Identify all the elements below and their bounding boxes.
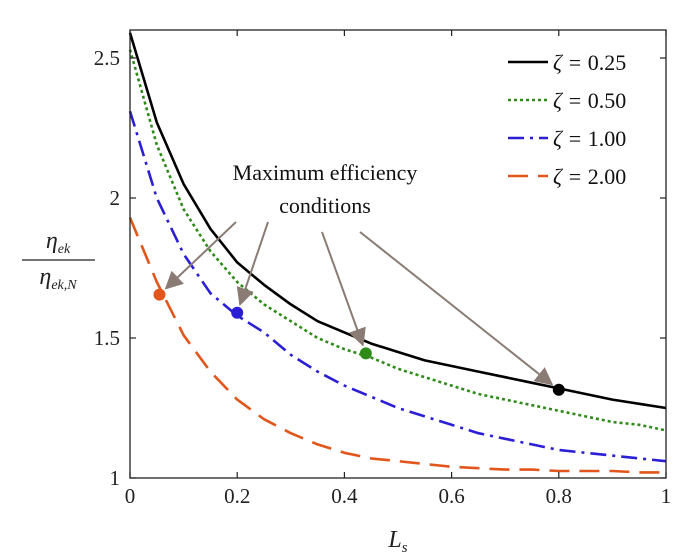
y-tick-label: 2.5 [94, 46, 120, 70]
annotation-arrow-3 [236, 221, 269, 307]
legend-label-value: 2.00 [588, 164, 627, 189]
x-tick-label: 0.8 [546, 484, 572, 508]
x-tick-label: 0.4 [331, 484, 358, 508]
legend-label-1: ζ = 0.25 [553, 50, 626, 75]
legend: ζ = 0.25ζ = 0.50ζ = 1.00ζ = 2.00 [508, 50, 626, 189]
legend-label-value: 1.00 [588, 126, 627, 151]
annotation-arrow-2 [321, 231, 366, 347]
y-tick-label: 1 [110, 466, 121, 490]
plot-lines [128, 32, 667, 474]
legend-label-4: ζ = 2.00 [553, 164, 626, 189]
legend-label-prefix: ζ = [553, 50, 588, 75]
max-efficiency-point-4 [153, 288, 166, 301]
axis-ticks: 0 0.2 0.4 0.6 0.8 1 1 1.5 2 2.5 [94, 30, 672, 508]
legend-label-prefix: ζ = [553, 88, 588, 113]
x-tick-label: 0.2 [224, 484, 250, 508]
annotation: Maximum efficiency conditions [233, 160, 418, 218]
x-tick-label: 0.6 [438, 484, 464, 508]
annotation-arrow-4 [164, 221, 237, 290]
legend-label-value: 0.25 [588, 50, 627, 75]
y-tick-label: 1.5 [94, 326, 120, 350]
axes-box [129, 29, 667, 479]
max-efficiency-point-3 [231, 306, 244, 319]
max-efficiency-point-2 [359, 347, 372, 360]
x-tick-label: 0 [125, 484, 136, 508]
y-label-denominator: ηek,N [39, 264, 77, 293]
max-efficiency-markers [153, 288, 565, 396]
series-line-4 [128, 217, 666, 474]
legend-label-3: ζ = 1.00 [553, 126, 626, 151]
y-axis-label: ηek ηek,N [22, 228, 95, 293]
annotation-line-1: Maximum efficiency [233, 160, 418, 185]
y-tick-label: 2 [110, 186, 121, 210]
annotation-arrows [164, 221, 554, 386]
annotation-arrow-1 [359, 231, 554, 386]
annotation-line-2: conditions [279, 193, 371, 218]
max-efficiency-point-1 [552, 383, 565, 396]
legend-label-value: 0.50 [588, 88, 627, 113]
series-line-1 [128, 32, 667, 410]
legend-label-2: ζ = 0.50 [553, 88, 626, 113]
legend-label-prefix: ζ = [553, 126, 588, 151]
y-label-numerator: ηek [46, 228, 71, 257]
legend-label-prefix: ζ = [553, 164, 588, 189]
x-axis-label: Ls [387, 527, 407, 556]
x-tick-label: 1 [661, 484, 672, 508]
